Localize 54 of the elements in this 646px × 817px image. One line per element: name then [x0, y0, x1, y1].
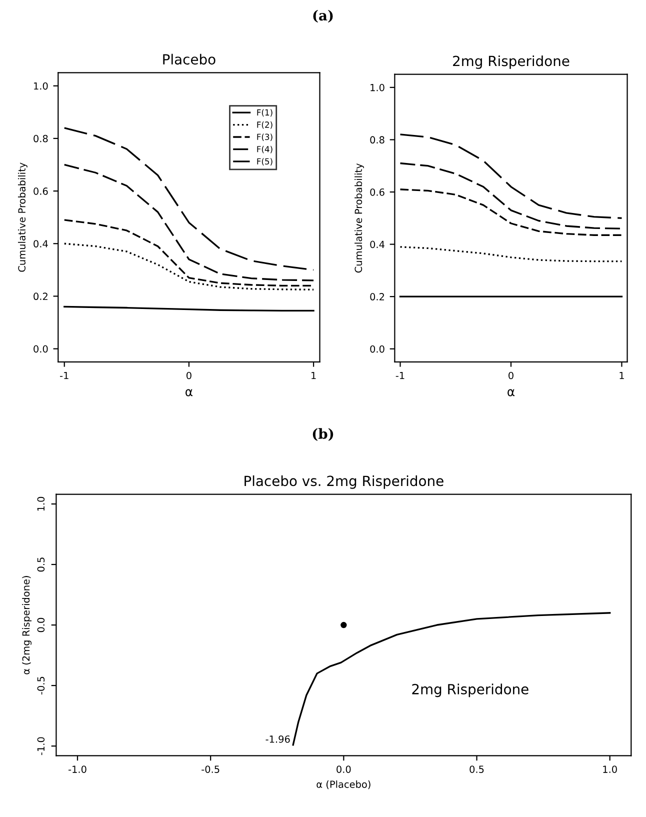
x-tick-label: 0.5	[470, 766, 484, 773]
x-tick-label: 0	[186, 372, 192, 380]
y-tick-label: 0.4	[370, 240, 384, 248]
y-tick-label: 0.8	[34, 134, 48, 142]
text: (a)	[313, 10, 333, 23]
line-series	[399, 188, 623, 236]
legend-label: F(4)	[257, 146, 272, 154]
text: (b)	[312, 428, 334, 441]
line-series	[292, 612, 611, 746]
line-series	[64, 164, 314, 282]
annotation: 2mg Risperidone	[412, 684, 528, 698]
line-series	[64, 127, 314, 271]
x-tick-label: 1.0	[603, 766, 617, 773]
y-tick-label: 1.0	[34, 82, 48, 90]
y-tick-label: 1.0	[37, 496, 45, 511]
x-tick-label: 1	[620, 372, 624, 380]
line-series	[64, 242, 314, 290]
y-tick-label: 0.2	[34, 292, 48, 300]
y-axis-title: Cumulative Probability	[18, 162, 28, 272]
x-tick-label: 0	[508, 372, 514, 380]
chart-title: 2mg Risperidone	[453, 55, 570, 69]
y-tick-label: 0.6	[370, 188, 384, 196]
y-tick-label: -1.0	[37, 737, 45, 756]
y-tick-label: 0.4	[34, 240, 48, 248]
legend-label: F(5)	[257, 158, 272, 166]
line-series	[399, 162, 623, 230]
annotation: -1.96	[266, 735, 290, 743]
x-tick-label: -1	[60, 372, 68, 380]
line-series	[399, 134, 623, 219]
legend-label: F(2)	[257, 121, 272, 129]
legend-label: F(3)	[257, 134, 272, 142]
y-tick-label: 0.2	[370, 293, 384, 300]
x-axis-title: α	[186, 389, 192, 396]
chart-title: Placebo vs. 2mg Risperidone	[244, 475, 444, 489]
y-tick-label: 0.6	[34, 188, 48, 195]
y-tick-label: 0.0	[370, 345, 384, 353]
chart-title: Placebo	[163, 54, 216, 65]
y-tick-label: 0.0	[34, 345, 48, 353]
y-tick-label: -0.5	[37, 676, 45, 695]
x-tick-label: 0.0	[336, 766, 351, 773]
y-tick-label: 0.0	[37, 618, 45, 632]
y-tick-label: 0.8	[370, 136, 384, 144]
x-axis-title: α (Placebo)	[316, 780, 370, 790]
y-tick-label: 1.0	[370, 84, 384, 92]
y-tick-label: 0.5	[37, 558, 45, 572]
x-tick-label: -1.0	[68, 766, 86, 773]
legend-label: F(1)	[257, 109, 272, 117]
y-axis-title: α (2mg Risperidone)	[22, 576, 32, 674]
line-series	[399, 246, 623, 262]
x-tick-label: -1	[396, 372, 404, 380]
x-axis-title: α	[508, 389, 515, 396]
x-tick-label: 1	[312, 372, 316, 380]
y-axis-title: Cumulative Probability	[354, 163, 364, 273]
x-tick-label: -0.5	[202, 766, 220, 773]
